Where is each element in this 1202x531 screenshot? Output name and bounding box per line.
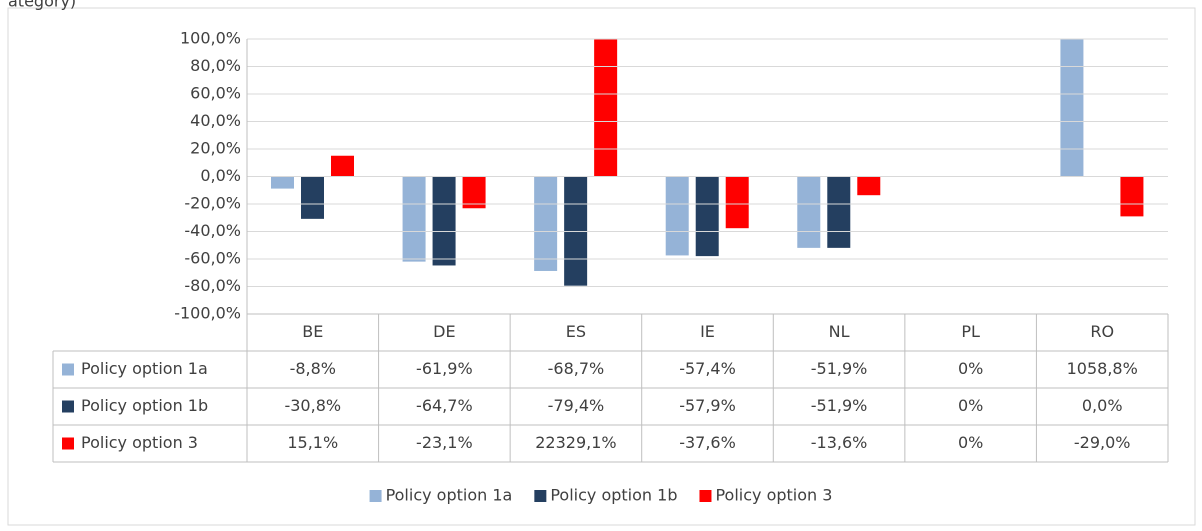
table-cell: 0% [958, 359, 983, 378]
table-cell: 0% [958, 433, 983, 452]
y-tick-label: -60,0% [184, 249, 241, 268]
y-tick-label: 100,0% [180, 29, 241, 48]
legend-label: Policy option 3 [715, 486, 832, 505]
legend-key [534, 490, 547, 502]
bar [402, 176, 426, 262]
bar [271, 176, 294, 189]
bar [462, 176, 486, 209]
table-cell: -64,7% [416, 396, 473, 415]
table-cell: 0,0% [1082, 396, 1123, 415]
table-cell: -8,8% [290, 359, 336, 378]
y-tick-label: 0,0% [200, 166, 241, 185]
table-cell: 15,1% [287, 433, 338, 452]
table-cell: -23,1% [416, 433, 473, 452]
table-cell: -68,7% [548, 359, 605, 378]
legend: Policy option 1a Policy option 1b Policy o… [369, 486, 832, 505]
bar [665, 176, 689, 256]
table-cell: -61,9% [416, 359, 473, 378]
bar [301, 176, 324, 219]
x-tick-label: ES [566, 322, 586, 341]
y-tick-label: 40,0% [190, 111, 241, 130]
y-tick-label: -80,0% [184, 276, 241, 295]
table-cell: 22329,1% [535, 433, 616, 452]
bar [1060, 39, 1084, 177]
bar [827, 176, 851, 248]
bar [797, 176, 821, 248]
table-cell: -30,8% [284, 396, 341, 415]
bar [331, 155, 354, 177]
table-cell: -79,4% [548, 396, 605, 415]
x-tick-label: NL [829, 322, 850, 341]
x-tick-label: RO [1090, 322, 1114, 341]
y-tick-label: 80,0% [190, 56, 241, 75]
bar [432, 176, 456, 266]
y-tick-label: 60,0% [190, 84, 241, 103]
legend-key [699, 490, 712, 502]
legend-label: Policy option 1a [386, 486, 513, 505]
caption: ategory) [8, 0, 76, 11]
bar [857, 176, 881, 196]
x-tick-label: BE [302, 322, 323, 341]
table-cell: -51,9% [811, 359, 868, 378]
y-tick-label: -40,0% [184, 221, 241, 240]
table-cell: 1058,8% [1067, 359, 1138, 378]
x-tick-label: DE [433, 322, 455, 341]
table-cell: 0% [958, 396, 983, 415]
bar [725, 176, 749, 229]
table-row-label: Policy option 1a [81, 359, 208, 378]
plot-area [271, 39, 1144, 286]
y-tick-label: 20,0% [190, 139, 241, 158]
bar [594, 39, 618, 177]
bar [695, 176, 719, 257]
y-tick-label: -100,0% [174, 304, 241, 323]
table-legend-key [62, 363, 74, 376]
bar [534, 176, 558, 271]
table-cell: -57,4% [679, 359, 736, 378]
x-tick-label: PL [961, 322, 980, 341]
table-cell: -57,9% [679, 396, 736, 415]
x-tick-label: IE [700, 322, 715, 341]
table-cell: -29,0% [1074, 433, 1131, 452]
table-cell: -37,6% [679, 433, 736, 452]
legend-label: Policy option 1b [550, 486, 677, 505]
y-tick-label: -20,0% [184, 194, 241, 213]
legend-key [369, 490, 382, 502]
bar [1120, 176, 1144, 217]
table-row-label: Policy option 3 [81, 433, 198, 452]
table-row-label: Policy option 1b [81, 396, 208, 415]
table-legend-key [62, 400, 74, 413]
table-legend-key [62, 437, 74, 450]
table-cell: -13,6% [811, 433, 868, 452]
table-cell: -51,9% [811, 396, 868, 415]
